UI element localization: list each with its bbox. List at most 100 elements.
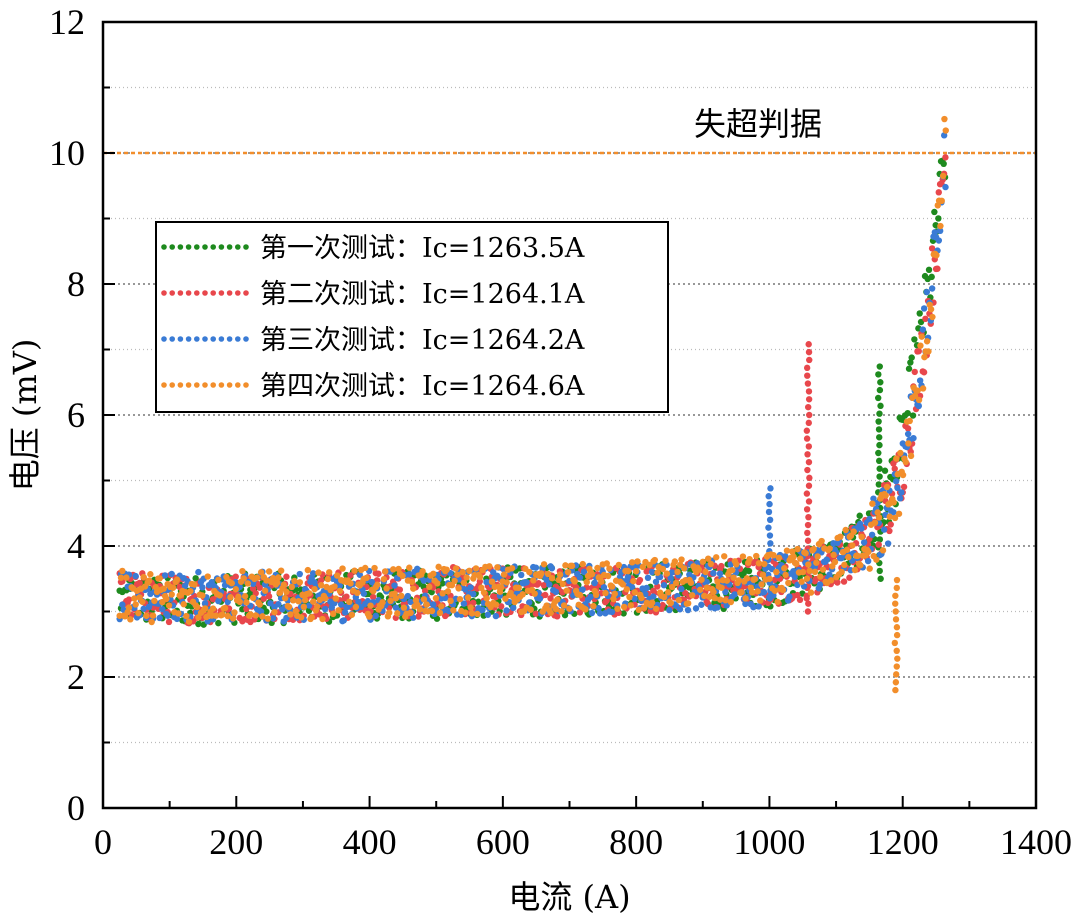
data-point — [651, 556, 659, 564]
data-point — [892, 600, 899, 607]
data-point — [774, 598, 781, 606]
data-point — [875, 426, 883, 433]
data-point — [180, 601, 187, 608]
data-point — [781, 565, 788, 572]
data-point — [256, 601, 263, 608]
data-point — [921, 353, 928, 361]
data-point — [462, 609, 469, 616]
data-point — [156, 575, 163, 582]
data-point — [117, 574, 125, 581]
data-point — [608, 608, 616, 616]
legend-marker-dot — [218, 290, 225, 296]
x-tick-label: 800 — [609, 822, 663, 862]
x-tick-label: 400 — [343, 822, 397, 862]
data-point — [894, 484, 901, 492]
data-point — [876, 386, 884, 394]
data-point — [259, 613, 266, 620]
legend-marker-dot — [210, 290, 216, 296]
data-point — [620, 603, 628, 611]
data-point — [931, 229, 939, 236]
data-point — [647, 607, 654, 615]
data-point — [366, 613, 373, 620]
data-point — [532, 564, 540, 571]
data-point — [644, 574, 652, 582]
data-point — [803, 435, 811, 442]
data-point — [405, 571, 413, 578]
data-point — [470, 590, 477, 598]
data-point — [256, 584, 263, 591]
data-point — [321, 595, 329, 602]
data-point — [876, 363, 883, 370]
data-point — [925, 266, 933, 274]
data-point — [742, 600, 749, 608]
data-point — [164, 612, 171, 619]
data-point — [131, 595, 138, 602]
data-point — [340, 617, 347, 624]
data-point — [191, 581, 198, 588]
data-point — [892, 686, 899, 694]
y-tick-label: 12 — [49, 2, 85, 42]
data-point — [805, 482, 813, 489]
data-point — [598, 578, 605, 585]
data-point — [896, 495, 904, 502]
data-point — [269, 615, 277, 622]
data-point — [620, 610, 627, 617]
data-point — [156, 614, 163, 622]
data-point — [805, 600, 812, 607]
data-point — [492, 612, 500, 620]
data-point — [746, 555, 753, 563]
data-point — [738, 588, 745, 596]
data-point — [548, 565, 556, 572]
data-point — [892, 592, 899, 599]
legend-marker-dot — [194, 244, 200, 250]
data-point — [730, 574, 737, 581]
data-point — [623, 586, 631, 593]
data-point — [546, 581, 553, 588]
data-point — [648, 568, 656, 576]
legend-marker-dot — [194, 290, 200, 296]
y-tick-label: 10 — [49, 133, 85, 173]
data-point — [434, 580, 441, 587]
data-point — [711, 594, 719, 602]
x-axis-title: 电流 (A) — [508, 878, 630, 916]
data-point — [628, 583, 636, 591]
data-point — [532, 610, 540, 617]
data-point — [927, 306, 935, 313]
legend-marker-dot — [185, 244, 192, 250]
data-point — [119, 567, 126, 575]
data-point — [800, 583, 808, 590]
legend-marker-dot — [169, 382, 175, 388]
data-point — [915, 396, 923, 404]
data-point — [464, 594, 472, 601]
data-point — [911, 368, 918, 376]
data-point — [710, 569, 717, 577]
data-point — [771, 576, 778, 584]
data-point — [390, 566, 397, 573]
data-point — [257, 608, 265, 615]
data-point — [201, 600, 209, 607]
data-point — [742, 595, 749, 602]
data-point — [838, 554, 845, 562]
data-point — [940, 160, 947, 168]
data-point — [646, 561, 653, 569]
data-point — [937, 222, 944, 230]
data-point — [165, 602, 173, 609]
data-point — [804, 608, 812, 615]
data-point — [600, 584, 608, 591]
data-point — [773, 568, 780, 576]
data-point — [817, 573, 824, 580]
data-point — [765, 524, 772, 531]
data-point — [526, 568, 533, 576]
data-point — [866, 515, 873, 523]
data-point — [806, 356, 813, 364]
data-point — [347, 580, 354, 587]
data-point — [804, 372, 811, 379]
data-point — [857, 562, 864, 569]
data-point — [215, 576, 222, 584]
data-point — [799, 568, 807, 576]
data-point — [316, 596, 324, 604]
data-point — [591, 579, 598, 587]
data-point — [767, 540, 774, 547]
data-point — [560, 602, 568, 609]
